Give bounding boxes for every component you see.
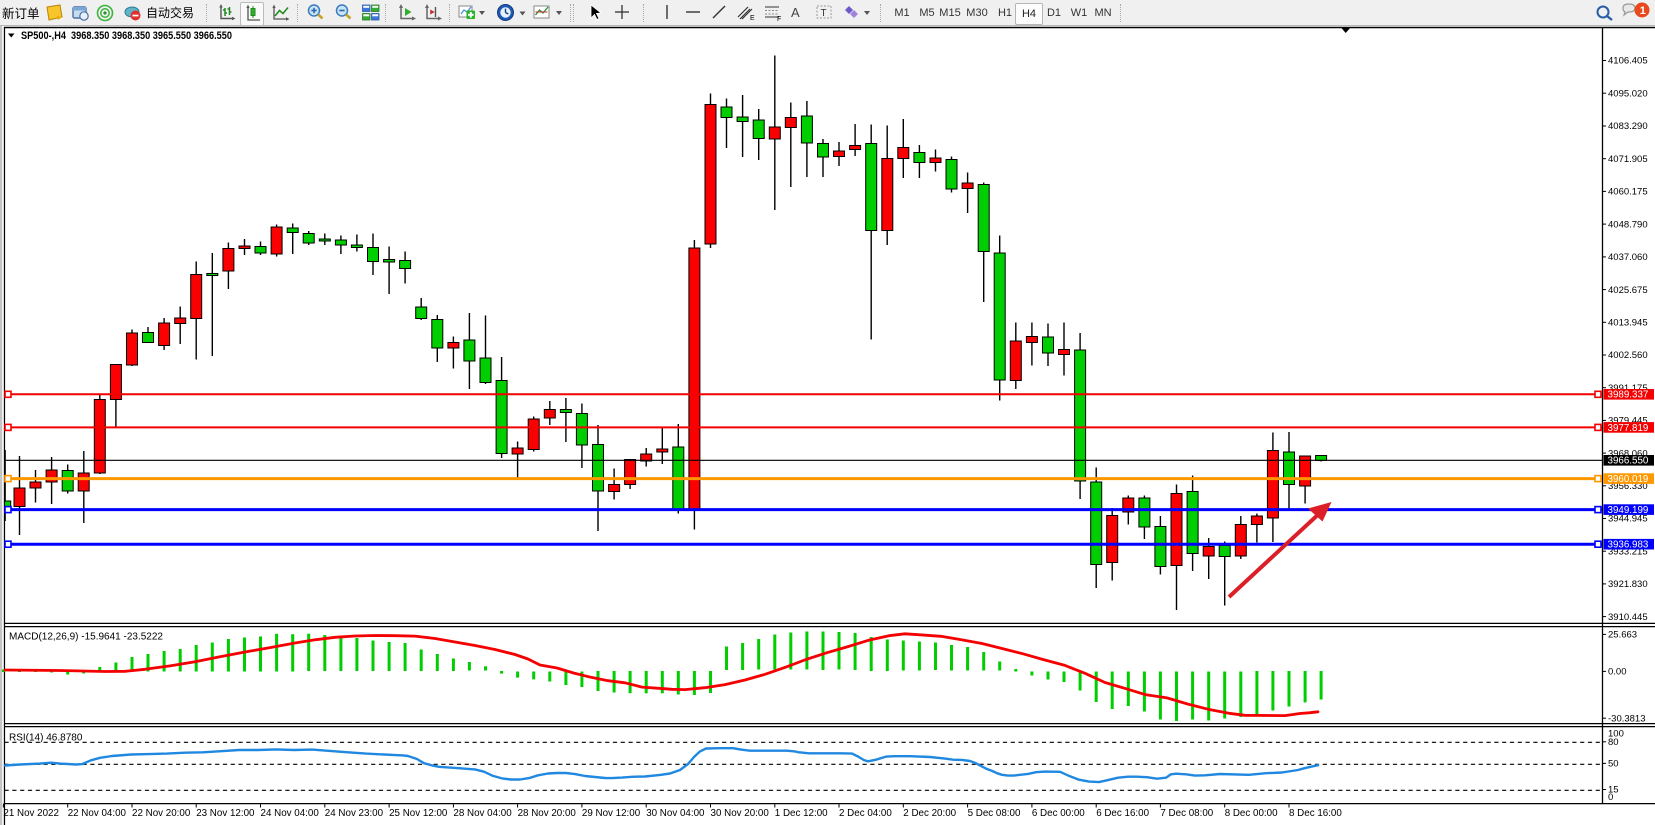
- svg-text:25 Nov 12:00: 25 Nov 12:00: [389, 808, 448, 819]
- svg-text:3921.830: 3921.830: [1608, 579, 1648, 590]
- svg-text:29 Nov 12:00: 29 Nov 12:00: [582, 808, 641, 819]
- svg-text:-30.3813: -30.3813: [1608, 713, 1646, 724]
- svg-text:SP500-,H4 3968.350 3968.350 3: SP500-,H4 3968.350 3968.350 3965.550 396…: [21, 30, 232, 42]
- svg-text:3960.019: 3960.019: [1608, 474, 1649, 485]
- svg-text:8 Dec 16:00: 8 Dec 16:00: [1289, 808, 1342, 819]
- svg-text:3910.445: 3910.445: [1608, 612, 1648, 623]
- svg-text:3949.199: 3949.199: [1608, 505, 1649, 516]
- svg-text:50: 50: [1608, 759, 1619, 770]
- svg-text:21 Nov 2022: 21 Nov 2022: [3, 808, 59, 819]
- svg-text:E: E: [750, 15, 755, 22]
- svg-text:3944.945: 3944.945: [1608, 514, 1648, 525]
- svg-text:4013.945: 4013.945: [1608, 318, 1648, 329]
- svg-text:2 Dec 04:00: 2 Dec 04:00: [839, 808, 892, 819]
- svg-text:5 Dec 08:00: 5 Dec 08:00: [968, 808, 1021, 819]
- svg-text:3991.175: 3991.175: [1608, 383, 1648, 394]
- svg-text:3956.330: 3956.330: [1608, 481, 1648, 492]
- svg-text:3933.215: 3933.215: [1608, 546, 1648, 557]
- svg-text:25.663: 25.663: [1608, 630, 1637, 641]
- svg-text:28 Nov 04:00: 28 Nov 04:00: [453, 808, 512, 819]
- svg-text:22 Nov 04:00: 22 Nov 04:00: [68, 808, 127, 819]
- svg-text:7 Dec 08:00: 7 Dec 08:00: [1160, 808, 1213, 819]
- svg-text:22 Nov 20:00: 22 Nov 20:00: [132, 808, 191, 819]
- svg-text:0: 0: [1608, 792, 1613, 803]
- svg-text:1 Dec 12:00: 1 Dec 12:00: [775, 808, 828, 819]
- svg-text:80: 80: [1608, 737, 1619, 748]
- svg-text:4071.905: 4071.905: [1608, 154, 1648, 165]
- svg-text:24 Nov 23:00: 24 Nov 23:00: [325, 808, 384, 819]
- svg-text:3968.060: 3968.060: [1608, 448, 1648, 459]
- svg-text:4002.560: 4002.560: [1608, 350, 1648, 361]
- svg-text:0.00: 0.00: [1608, 667, 1627, 678]
- svg-text:15: 15: [1608, 785, 1619, 796]
- svg-text:2 Dec 20:00: 2 Dec 20:00: [903, 808, 956, 819]
- svg-text:6 Dec 16:00: 6 Dec 16:00: [1096, 808, 1149, 819]
- svg-text:RSI(14) 46.8780: RSI(14) 46.8780: [9, 733, 83, 744]
- svg-text:3977.819: 3977.819: [1608, 423, 1649, 434]
- svg-text:MACD(12,26,9) -15.9641 -23.522: MACD(12,26,9) -15.9641 -23.5222: [9, 632, 163, 643]
- svg-text:4106.405: 4106.405: [1608, 56, 1648, 67]
- svg-text:F: F: [777, 16, 781, 22]
- svg-text:4060.175: 4060.175: [1608, 187, 1648, 198]
- svg-text:24 Nov 04:00: 24 Nov 04:00: [261, 808, 320, 819]
- svg-text:6 Dec 00:00: 6 Dec 00:00: [1032, 808, 1085, 819]
- svg-text:4095.020: 4095.020: [1608, 88, 1648, 99]
- svg-text:30 Nov 04:00: 30 Nov 04:00: [646, 808, 705, 819]
- svg-text:4025.675: 4025.675: [1608, 285, 1648, 296]
- svg-text:4083.290: 4083.290: [1608, 121, 1648, 132]
- svg-text:3989.337: 3989.337: [1608, 390, 1649, 401]
- svg-text:T: T: [821, 8, 827, 19]
- svg-text:30 Nov 20:00: 30 Nov 20:00: [711, 808, 770, 819]
- svg-text:28 Nov 20:00: 28 Nov 20:00: [518, 808, 577, 819]
- svg-text:100: 100: [1608, 728, 1624, 739]
- svg-text:23 Nov 12:00: 23 Nov 12:00: [196, 808, 255, 819]
- svg-text:4048.790: 4048.790: [1608, 219, 1648, 230]
- svg-text:4037.060: 4037.060: [1608, 252, 1648, 263]
- svg-text:3936.983: 3936.983: [1608, 540, 1649, 551]
- svg-text:3966.550: 3966.550: [1608, 456, 1649, 467]
- svg-text:3979.445: 3979.445: [1608, 416, 1648, 427]
- svg-text:8 Dec 00:00: 8 Dec 00:00: [1225, 808, 1278, 819]
- svg-text:1: 1: [1640, 5, 1646, 17]
